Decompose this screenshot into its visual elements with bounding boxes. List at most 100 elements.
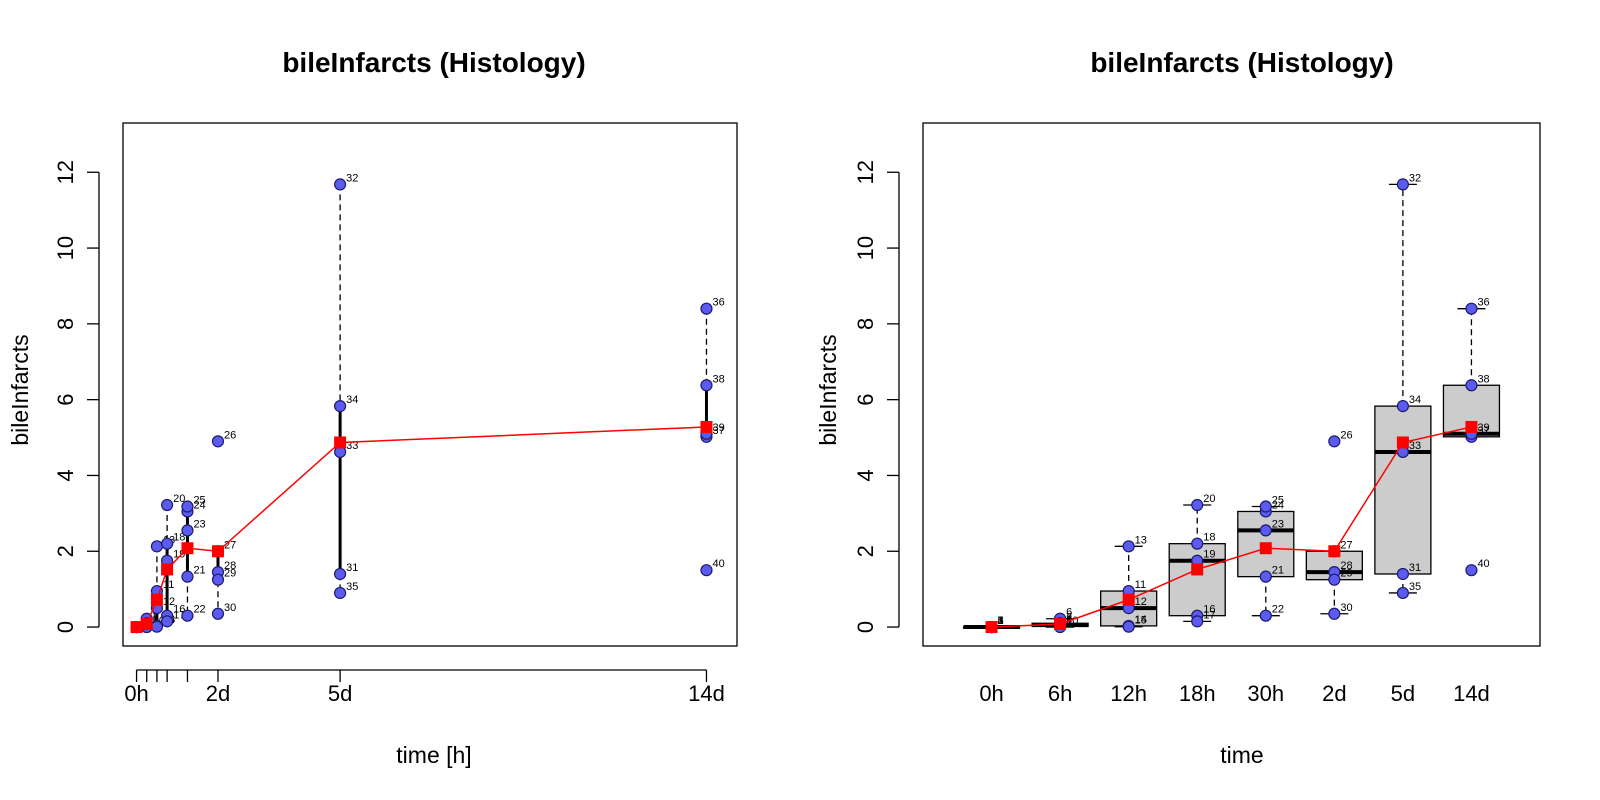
left-data-point xyxy=(700,379,713,392)
left-y-tick-label: 12 xyxy=(53,160,78,184)
left-mean-line xyxy=(136,426,707,628)
right-point-label: 31 xyxy=(1409,562,1421,574)
right-data-point xyxy=(1396,400,1409,413)
left-data-point xyxy=(700,564,713,577)
right-box xyxy=(1374,405,1432,575)
left-x-tick-label: 2d xyxy=(206,681,230,706)
right-x-tick-label: 0h xyxy=(979,681,1003,706)
right-point-label: 36 xyxy=(1477,297,1489,309)
boxplot-panel: bileInfarcts (Histology) time bileInfarc… xyxy=(815,47,1541,768)
left-mean-marker xyxy=(140,618,153,631)
right-data-point xyxy=(1396,586,1409,600)
left-data-point xyxy=(334,586,347,600)
left-data-point xyxy=(700,302,713,315)
left-point-label: 8 xyxy=(153,613,159,625)
right-point-label: 3 xyxy=(998,615,1004,627)
right-point-label: 4 xyxy=(998,615,1004,627)
right-point-label: 33 xyxy=(1409,440,1421,452)
left-mean-marker xyxy=(181,542,194,555)
left-point-label: 36 xyxy=(712,297,724,309)
left-point-label: 12 xyxy=(163,596,175,608)
right-y-tick-label: 2 xyxy=(853,545,878,557)
left-y-tick-label: 10 xyxy=(53,236,78,260)
left-point-label: 29 xyxy=(224,568,236,580)
right-y-tick-label: 6 xyxy=(853,394,878,406)
left-point-label: 40 xyxy=(712,558,724,570)
left-point-label: 39 xyxy=(712,422,724,434)
left-x-tick-label: 0h xyxy=(124,681,148,706)
right-mean-marker xyxy=(1054,618,1067,631)
left-point-label: 32 xyxy=(346,172,358,184)
right-data-point xyxy=(1259,500,1272,513)
right-point-label: 35 xyxy=(1409,581,1421,593)
right-point-label: 28 xyxy=(1340,560,1352,572)
right-point-label: 8 xyxy=(1066,613,1072,625)
left-mean-marker xyxy=(700,420,713,433)
left-y-tick-label: 6 xyxy=(53,394,78,406)
right-point-label: 7 xyxy=(1066,611,1072,623)
right-point-label: 23 xyxy=(1272,518,1284,530)
left-data-point xyxy=(181,570,194,583)
right-point-label: 25 xyxy=(1272,495,1284,507)
left-point-label: 7 xyxy=(153,611,159,623)
right-point-label: 39 xyxy=(1477,422,1489,434)
left-point-label: 22 xyxy=(193,604,205,616)
left-mean-marker xyxy=(150,593,163,606)
right-data-point xyxy=(1191,498,1204,512)
right-chart-title: bileInfarcts (Histology) xyxy=(1090,47,1393,78)
right-mean-marker xyxy=(1259,542,1272,555)
left-mean-marker xyxy=(130,621,143,634)
right-x-tick-label: 6h xyxy=(1048,681,1072,706)
right-point-label: 1 xyxy=(998,615,1004,627)
right-x-tick-label: 5d xyxy=(1391,681,1415,706)
right-point-label: 20 xyxy=(1203,493,1215,505)
right-point-label: 13 xyxy=(1135,534,1147,546)
right-data-point xyxy=(1122,540,1135,553)
right-data-point xyxy=(1465,379,1478,392)
right-point-label: 24 xyxy=(1272,499,1284,511)
right-mean-marker xyxy=(1122,593,1135,606)
left-x-axis-label: time [h] xyxy=(396,742,471,768)
right-point-label: 19 xyxy=(1203,549,1215,561)
left-y-tick-label: 2 xyxy=(53,545,78,557)
right-point-label: 32 xyxy=(1409,172,1421,184)
left-y-tick-label: 0 xyxy=(53,621,78,633)
right-data-point xyxy=(1465,564,1478,577)
right-data-point xyxy=(1465,302,1478,315)
left-point-label: 30 xyxy=(224,602,236,614)
left-data-point xyxy=(181,524,194,537)
right-data-point xyxy=(1328,607,1341,620)
right-x-tick-label: 2d xyxy=(1322,681,1346,706)
right-mean-marker xyxy=(1191,563,1204,576)
right-point-label: 14 xyxy=(1135,614,1147,626)
left-plot-frame xyxy=(122,122,738,647)
left-point-label: 20 xyxy=(173,493,185,505)
left-data-point xyxy=(211,435,225,448)
right-point-label: 11 xyxy=(1135,579,1146,591)
left-data-point xyxy=(160,498,174,512)
left-data-point xyxy=(160,537,174,550)
left-point-label: 24 xyxy=(193,499,205,511)
left-point-label: 18 xyxy=(173,532,185,544)
left-point-label: 33 xyxy=(346,440,358,452)
left-x-tick-label: 14d xyxy=(688,681,725,706)
left-x-tick-label: 5d xyxy=(328,681,352,706)
left-point-label: 38 xyxy=(712,373,724,385)
right-data-point xyxy=(1328,435,1341,448)
left-plot-area: 0246810120h2d5d14d1234567891011121314151… xyxy=(53,122,738,706)
right-point-label: 5 xyxy=(998,615,1004,627)
right-plot-frame xyxy=(922,122,1541,647)
left-point-label: 37 xyxy=(712,425,724,437)
left-data-point xyxy=(181,609,194,622)
right-y-tick-label: 12 xyxy=(853,160,878,184)
right-point-label: 2 xyxy=(998,615,1004,627)
left-mean-marker xyxy=(161,563,174,576)
left-mean-marker xyxy=(334,436,347,449)
left-mean-marker xyxy=(211,545,224,558)
right-point-label: 38 xyxy=(1477,373,1489,385)
left-point-label: 11 xyxy=(163,579,174,591)
right-x-axis-label: time xyxy=(1220,742,1263,768)
right-point-label: 22 xyxy=(1272,604,1284,616)
right-point-label: 40 xyxy=(1477,558,1489,570)
